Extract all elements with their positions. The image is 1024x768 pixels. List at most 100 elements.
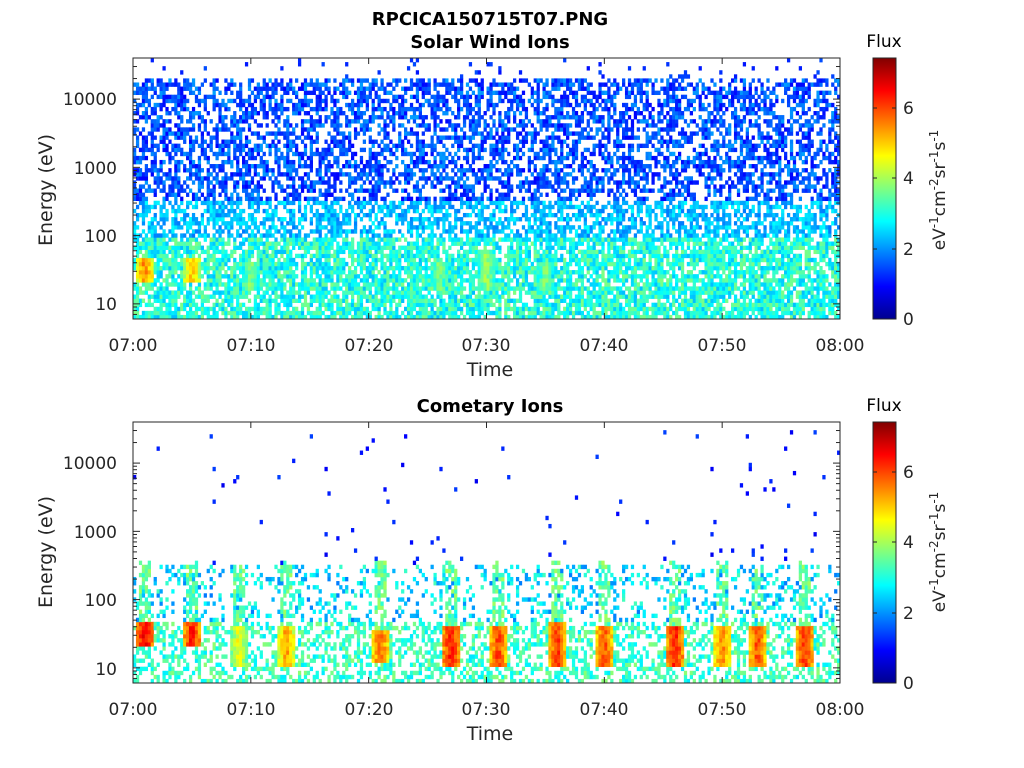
- heatmap-cell: [236, 212, 240, 218]
- heatmap-cell: [277, 159, 281, 165]
- heatmap-cell: [218, 270, 222, 275]
- heatmap-cell: [448, 286, 452, 291]
- heatmap-cell: [188, 225, 193, 230]
- heatmap-cell: [321, 310, 325, 316]
- heatmap-cell: [392, 94, 396, 100]
- heatmap-cell: [404, 115, 408, 120]
- heatmap-cell: [262, 221, 266, 226]
- heatmap-cell: [398, 111, 402, 116]
- heatmap-cell: [377, 143, 381, 149]
- heatmap-cell: [271, 225, 275, 230]
- heatmap-cell: [153, 233, 157, 238]
- heatmap-cell: [439, 265, 443, 271]
- heatmap-cell: [321, 217, 325, 222]
- heatmap-cell: [371, 184, 375, 189]
- heatmap-cell: [274, 86, 278, 91]
- heatmap-cell: [239, 106, 243, 112]
- heatmap-cell: [483, 261, 487, 267]
- heatmap-cell: [174, 261, 178, 267]
- heatmap-cell: [277, 278, 281, 283]
- heatmap-cell: [409, 221, 414, 226]
- heatmap-cell: [138, 192, 143, 197]
- heatmap-cell: [350, 274, 355, 279]
- heatmap-cell: [424, 249, 428, 255]
- heatmap-cell: [141, 135, 146, 140]
- heatmap-cell: [209, 135, 213, 140]
- heatmap-cell: [168, 184, 172, 189]
- heatmap-cell: [315, 274, 319, 279]
- heatmap-cell: [318, 168, 322, 173]
- heatmap-cell: [253, 286, 258, 291]
- heatmap-cell: [342, 217, 346, 222]
- heatmap-cell: [421, 172, 425, 177]
- heatmap-cell: [401, 111, 405, 116]
- heatmap-cell: [212, 200, 216, 206]
- heatmap-cell: [392, 294, 396, 299]
- heatmap-cell: [153, 90, 157, 96]
- heatmap-cell: [418, 168, 422, 173]
- heatmap-cell: [418, 270, 422, 275]
- heatmap-cell: [421, 302, 425, 308]
- heatmap-cell: [303, 249, 308, 255]
- heatmap-cell: [442, 196, 446, 202]
- heatmap-cell: [194, 196, 199, 202]
- heatmap-cell: [504, 253, 508, 259]
- heatmap-cell: [353, 257, 358, 263]
- heatmap-cell: [457, 237, 461, 242]
- heatmap-cell: [277, 139, 281, 144]
- heatmap-cell: [451, 155, 455, 161]
- heatmap-cell: [427, 204, 431, 210]
- heatmap-cell: [138, 286, 143, 291]
- heatmap-cell: [283, 106, 287, 112]
- heatmap-cell: [203, 139, 207, 144]
- heatmap-cell: [371, 265, 375, 271]
- heatmap-cell: [286, 98, 290, 104]
- heatmap-cell: [448, 135, 452, 140]
- heatmap-cell: [159, 106, 163, 112]
- heatmap-cell: [150, 237, 154, 242]
- heatmap-cell: [362, 90, 367, 96]
- heatmap-cell: [312, 139, 316, 144]
- heatmap-cell: [312, 237, 316, 242]
- heatmap-cell: [292, 274, 296, 279]
- heatmap-cell: [492, 290, 496, 295]
- heatmap-cell: [465, 237, 470, 242]
- heatmap-cell: [465, 115, 470, 120]
- heatmap-cell: [477, 221, 481, 226]
- heatmap-cell: [477, 102, 481, 108]
- heatmap-cell: [398, 237, 402, 242]
- heatmap-cell: [256, 294, 260, 299]
- heatmap-cell: [501, 90, 505, 96]
- heatmap-cell: [262, 200, 266, 206]
- heatmap-cell: [498, 286, 502, 291]
- heatmap-cell: [398, 180, 402, 185]
- heatmap-cell: [362, 94, 367, 100]
- heatmap-cell: [165, 278, 169, 283]
- heatmap-cell: [362, 131, 367, 136]
- heatmap-cell: [474, 286, 478, 291]
- heatmap-cell: [256, 164, 260, 169]
- heatmap-cell: [156, 278, 160, 283]
- heatmap-cell: [133, 286, 137, 291]
- heatmap-cell: [489, 302, 493, 308]
- heatmap-cell: [306, 155, 311, 161]
- heatmap-cell: [356, 302, 361, 308]
- heatmap-cell: [374, 188, 378, 193]
- heatmap-cell: [224, 290, 228, 295]
- heatmap-cell: [389, 200, 393, 206]
- heatmap-cell: [203, 94, 207, 100]
- heatmap-cell: [280, 106, 284, 112]
- heatmap-cell: [492, 253, 496, 259]
- heatmap-cell: [218, 306, 222, 312]
- heatmap-cell: [144, 180, 149, 185]
- heatmap-cell: [283, 294, 287, 299]
- heatmap-cell: [377, 176, 381, 181]
- heatmap-cell: [265, 261, 269, 267]
- heatmap-cell: [383, 155, 387, 161]
- heatmap-cell: [333, 155, 337, 161]
- heatmap-cell: [141, 270, 146, 275]
- heatmap-cell: [439, 257, 443, 263]
- heatmap-cell: [262, 306, 266, 312]
- heatmap-cell: [465, 90, 470, 96]
- heatmap-cell: [242, 188, 246, 193]
